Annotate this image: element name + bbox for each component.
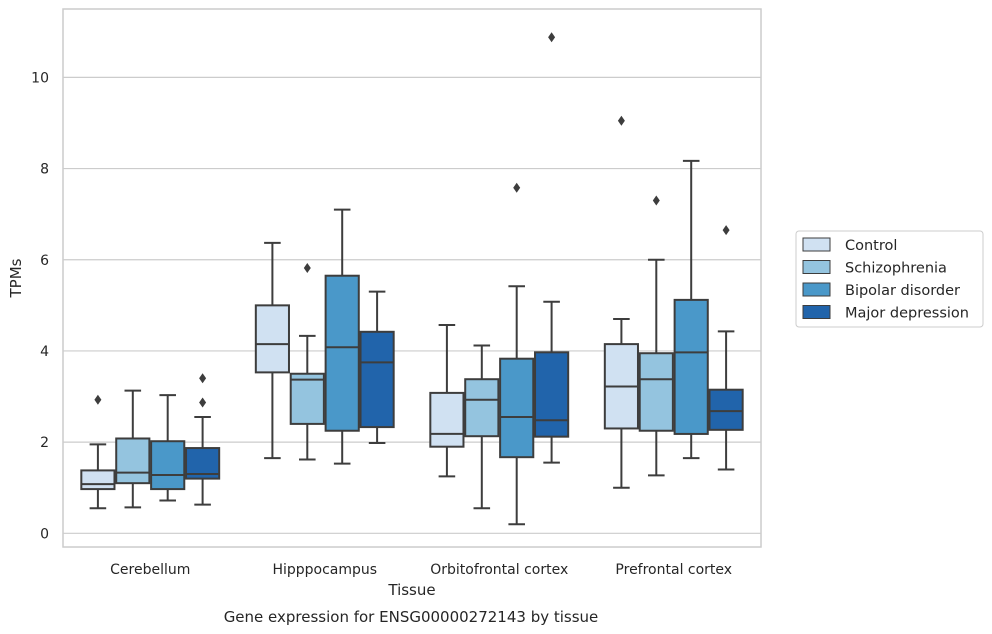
box-iqr — [254, 304, 290, 374]
outlier-point — [303, 262, 311, 273]
box-iqr — [534, 351, 570, 438]
chart-caption: Gene expression for ENSG00000272143 by t… — [224, 608, 599, 626]
x-tick-label-cerebellum: Cerebellum — [110, 562, 190, 578]
box-iqr — [289, 372, 325, 425]
box-prefrontal-cortex-major-depression — [708, 225, 744, 471]
legend-swatch — [802, 260, 831, 274]
outlier-point — [722, 225, 730, 236]
box-cerebellum-bipolar-disorder — [150, 394, 186, 502]
box-iqr — [464, 378, 500, 438]
outlier-point — [513, 182, 521, 193]
box-iqr — [673, 298, 709, 435]
box-cerebellum-control — [80, 394, 116, 510]
x-tick-label-prefrontal-cortex: Prefrontal cortex — [615, 562, 732, 578]
y-tick-label: 0 — [40, 526, 49, 542]
y-tick-label: 8 — [40, 162, 49, 178]
plot-frame — [62, 8, 762, 548]
box-iqr — [80, 469, 116, 491]
box-orbitofrontal-cortex-bipolar-disorder — [499, 182, 535, 526]
box-hipppocampus-schizophrenia — [289, 262, 325, 461]
outlier-point — [617, 115, 625, 126]
legend-item-schizophrenia: Schizophrenia — [802, 260, 947, 277]
box-iqr — [499, 357, 535, 459]
box-iqr — [638, 352, 674, 432]
box-orbitofrontal-cortex-major-depression — [534, 32, 570, 464]
x-tick-label-hipppocampus: Hipppocampus — [272, 562, 377, 578]
x-tick-label-orbitofrontal-cortex: Orbitofrontal cortex — [430, 562, 568, 578]
box-iqr — [429, 391, 465, 448]
legend-label: Major depression — [845, 306, 969, 322]
box-iqr — [150, 440, 186, 491]
box-iqr — [359, 330, 395, 429]
box-cerebellum-major-depression — [185, 373, 221, 506]
y-tick-label: 4 — [40, 344, 49, 360]
y-tick-label: 10 — [31, 70, 49, 86]
x-axis-ticks: Cerebellum Hipppocampus Orbitofrontal cort… — [110, 562, 732, 578]
box-iqr — [708, 388, 744, 431]
box-prefrontal-cortex-bipolar-disorder — [673, 159, 709, 460]
y-tick-label: 6 — [40, 253, 49, 269]
box-orbitofrontal-cortex-schizophrenia — [464, 344, 500, 510]
legend-label: Control — [845, 238, 897, 254]
y-axis-label: TPMs — [7, 258, 25, 298]
legend-item-bipolar-disorder: Bipolar disorder — [802, 282, 960, 299]
box-hipppocampus-major-depression — [359, 290, 395, 445]
x-axis-label: Tissue — [387, 581, 435, 599]
legend-swatch — [802, 305, 831, 319]
box-iqr — [115, 437, 151, 485]
box-cerebellum-schizophrenia — [115, 389, 151, 509]
y-axis-ticks: 0 2 4 6 8 10 — [31, 70, 49, 542]
outlier-point — [652, 195, 660, 206]
box-orbitofrontal-cortex-control — [429, 323, 465, 478]
box-iqr — [324, 274, 360, 432]
legend: Control Schizophrenia Bipolar disorder Majo… — [795, 230, 984, 328]
legend-swatch — [802, 282, 831, 297]
box-prefrontal-cortex-control — [603, 115, 639, 489]
outlier-point — [94, 394, 102, 405]
legend-item-control: Control — [802, 237, 897, 254]
legend-label: Schizophrenia — [845, 261, 947, 277]
box-hipppocampus-control — [254, 241, 290, 460]
legend-label: Bipolar disorder — [845, 283, 960, 299]
y-tick-label: 2 — [40, 435, 49, 451]
legend-frame — [795, 230, 984, 328]
outlier-point — [199, 373, 207, 384]
legend-swatch — [802, 237, 831, 252]
outlier-point — [548, 32, 556, 43]
legend-item-major-depression: Major depression — [802, 305, 969, 322]
box-groups — [80, 32, 744, 526]
outlier-point — [199, 397, 207, 408]
box-hipppocampus-bipolar-disorder — [324, 208, 360, 465]
box-prefrontal-cortex-schizophrenia — [638, 195, 674, 477]
